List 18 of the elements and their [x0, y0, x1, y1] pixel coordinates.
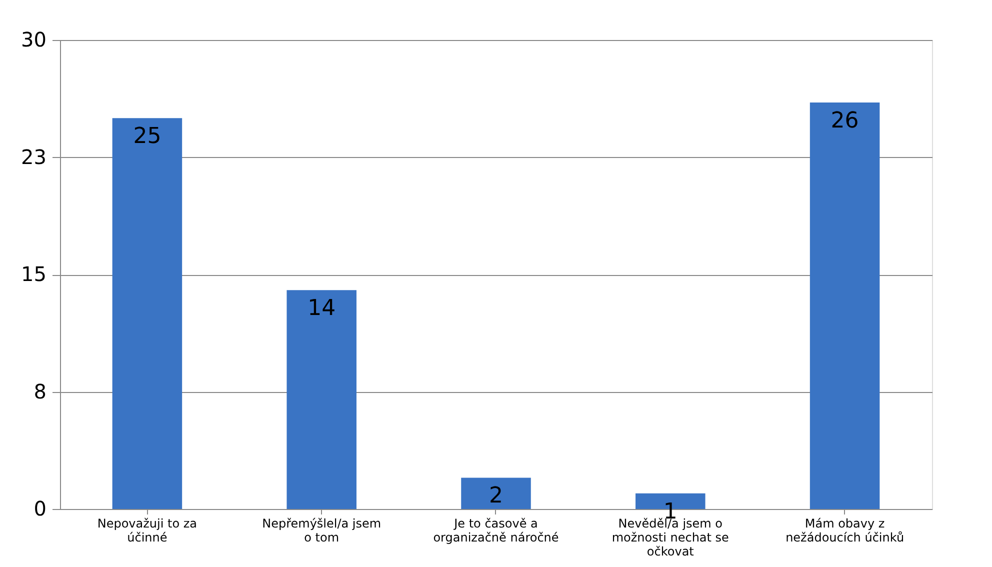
bar — [112, 118, 182, 509]
y-tick-label: 23 — [21, 144, 46, 169]
bar — [286, 290, 356, 509]
x-tick-label: Nevěděl/a jsem o možnosti nechat se očkovat — [612, 516, 729, 558]
x-tick-label: Mám obavy z nežádoucích účinků — [786, 516, 904, 544]
x-tick-label: Je to časově a organizačně náročné — [433, 516, 559, 544]
bar — [810, 102, 880, 509]
data-label: 25 — [133, 124, 162, 150]
bar — [461, 478, 531, 509]
data-label: 2 — [489, 484, 503, 509]
x-tick-label: Nepřemýšlel/a jsem o tom — [262, 516, 382, 544]
data-label: 14 — [308, 296, 336, 322]
y-tick-label: 15 — [21, 262, 46, 286]
y-tick-label: 30 — [21, 28, 46, 52]
data-label: 26 — [830, 108, 859, 134]
y-tick-label: 0 — [34, 496, 46, 520]
y-tick-label: 8 — [34, 379, 46, 404]
x-tick-label: Nepovažuji to za účinné — [97, 516, 198, 544]
